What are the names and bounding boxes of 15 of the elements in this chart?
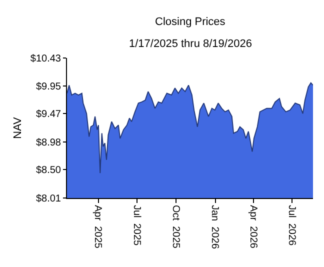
y-tick-label: $9.95 [36, 81, 62, 92]
y-tick-label: $8.01 [36, 194, 62, 204]
y-tick-label: $10.43 [30, 54, 62, 64]
x-tick-label: Jan 2026 [209, 205, 220, 250]
chart-subtitle: 1/17/2025 thru 8/19/2026 [129, 38, 252, 50]
x-tick-label: Jul 2025 [130, 205, 142, 246]
x-tick-label: Oct 2025 [170, 205, 181, 249]
chart-title: Closing Prices [155, 16, 226, 28]
x-tick-label: Apr 2026 [247, 205, 258, 249]
y-axis-title: NAV [12, 116, 24, 139]
x-tick-label: Jul 2026 [286, 205, 297, 246]
y-tick-label: $8.50 [36, 165, 62, 176]
y-tick-label: $9.47 [36, 109, 62, 120]
y-tick-label: $8.98 [36, 137, 62, 148]
x-tick-label: Apr 2025 [92, 205, 104, 249]
